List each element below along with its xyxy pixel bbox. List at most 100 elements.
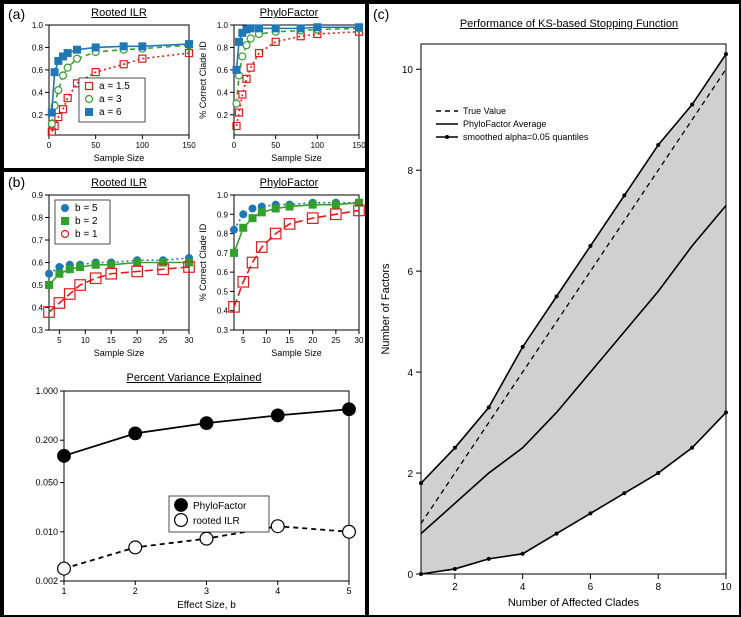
svg-text:4: 4 [520,582,526,593]
chart-b-top-right: 5 10 15 20 25 30 0.3 0.4 0.5 0.6 0.7 0.8 0.9 1.0 Sampl… [199,190,369,365]
svg-text:2: 2 [133,586,138,596]
svg-text:5: 5 [346,586,351,596]
svg-text:3: 3 [204,586,209,596]
svg-text:0.002: 0.002 [35,576,58,586]
panel-c-title: Performance of KS-based Stopping Functio… [429,18,709,30]
svg-text:0.010: 0.010 [35,527,58,537]
svg-text:0.6: 0.6 [32,259,44,268]
svg-text:0.4: 0.4 [32,304,44,313]
svg-text:1.0: 1.0 [32,21,44,30]
svg-text:10: 10 [402,65,414,76]
svg-text:0.2: 0.2 [217,111,229,120]
svg-text:20: 20 [133,336,142,345]
svg-text:rooted ILR: rooted ILR [193,516,240,527]
svg-text:0.4: 0.4 [217,88,229,97]
panel-a-left-title: Rooted ILR [59,7,179,19]
panel-c-label: (c) [373,6,389,22]
svg-text:5: 5 [241,336,246,345]
svg-text:25: 25 [331,336,340,345]
svg-text:PhyloFactor Average: PhyloFactor Average [463,119,546,129]
svg-text:Effect Size, b: Effect Size, b [177,600,236,611]
svg-text:0.200: 0.200 [35,435,58,445]
figure-container: (a) Rooted ILR PhyloFactor 0501001500.20… [0,0,741,617]
svg-text:10: 10 [81,336,90,345]
svg-text:1: 1 [61,586,66,596]
svg-text:0.9: 0.9 [217,210,229,219]
panel-c: (c) Performance of KS-based Stopping Fun… [367,2,741,617]
svg-text:100: 100 [136,141,150,150]
chart-a-left: 0501001500.20.40.60.81.0Sample Sizea = 1… [19,20,199,170]
svg-text:Number of Affected Clades: Number of Affected Clades [508,597,640,609]
svg-text:Sample Size: Sample Size [271,153,322,163]
svg-text:0.2: 0.2 [32,111,44,120]
svg-text:0.9: 0.9 [32,191,44,200]
svg-text:0: 0 [47,141,52,150]
svg-text:a = 1.5: a = 1.5 [99,81,130,92]
svg-text:4: 4 [407,368,413,379]
panel-a: (a) Rooted ILR PhyloFactor 0501001500.20… [2,2,367,170]
svg-text:b = 2: b = 2 [75,216,98,227]
svg-text:b = 1: b = 1 [75,229,98,240]
svg-text:0.3: 0.3 [217,326,229,335]
svg-text:PhyloFactor: PhyloFactor [193,501,247,512]
svg-text:20: 20 [308,336,317,345]
svg-text:10: 10 [262,336,271,345]
svg-text:5: 5 [57,336,62,345]
panel-b-label: (b) [8,174,25,190]
svg-text:50: 50 [271,141,280,150]
svg-text:0.7: 0.7 [217,249,229,258]
panel-a-right-title: PhyloFactor [229,7,349,19]
svg-text:2: 2 [407,469,413,480]
svg-text:0.6: 0.6 [32,66,44,75]
svg-text:0.5: 0.5 [32,281,44,290]
svg-text:Sample Size: Sample Size [271,348,322,358]
svg-text:4: 4 [275,586,280,596]
svg-text:0.7: 0.7 [32,236,44,245]
svg-text:50: 50 [91,141,100,150]
svg-text:8: 8 [655,582,661,593]
svg-text:0.5: 0.5 [217,287,229,296]
svg-text:0.4: 0.4 [32,88,44,97]
chart-a-right: 0501001500.20.40.60.81.0Sample Size% Cor… [199,20,369,170]
svg-text:a = 6: a = 6 [99,107,122,118]
svg-text:6: 6 [588,582,594,593]
svg-text:% Correct Clade ID: % Correct Clade ID [199,41,208,119]
svg-text:True Value: True Value [463,106,506,116]
svg-text:Sample Size: Sample Size [94,153,145,163]
panel-b-tr-title: PhyloFactor [229,177,349,189]
svg-text:b = 5: b = 5 [75,203,98,214]
svg-text:0.8: 0.8 [32,214,44,223]
svg-text:0.8: 0.8 [217,43,229,52]
svg-text:0.4: 0.4 [217,307,229,316]
svg-text:6: 6 [407,267,413,278]
svg-text:% Correct Clade ID: % Correct Clade ID [199,223,208,301]
svg-text:1.000: 1.000 [35,386,58,396]
svg-text:0.6: 0.6 [217,66,229,75]
svg-text:30: 30 [185,336,194,345]
svg-text:0.050: 0.050 [35,478,58,488]
svg-text:0.8: 0.8 [217,230,229,239]
svg-text:15: 15 [285,336,294,345]
svg-text:1.0: 1.0 [217,191,229,200]
svg-text:30: 30 [355,336,364,345]
chart-c: 2 4 6 8 10 0 2 4 6 8 10 Number of Affected Clades Nu… [371,34,741,614]
chart-b-top-left: 510152025300.30.40.50.60.70.80.9Sample S… [19,190,199,365]
svg-text:10: 10 [720,582,732,593]
svg-text:25: 25 [159,336,168,345]
svg-text:1.0: 1.0 [217,21,229,30]
svg-text:a = 3: a = 3 [99,94,122,105]
svg-text:Sample Size: Sample Size [94,348,145,358]
svg-text:0: 0 [407,570,413,581]
svg-text:2: 2 [452,582,458,593]
svg-text:0.3: 0.3 [32,326,44,335]
panel-b: (b) Rooted ILR PhyloFactor 510152025300.… [2,170,367,617]
svg-text:smoothed alpha=0.05 quantiles: smoothed alpha=0.05 quantiles [463,132,589,142]
svg-text:100: 100 [311,141,325,150]
svg-text:150: 150 [182,141,196,150]
svg-text:150: 150 [352,141,366,150]
svg-text:0.6: 0.6 [217,268,229,277]
svg-text:8: 8 [407,166,413,177]
svg-text:Number of Factors: Number of Factors [380,263,392,355]
panel-b-tl-title: Rooted ILR [59,177,179,189]
chart-b-bottom: 1 2 3 4 5 0.002 0.010 0.050 0.200 1.000 Effect Siz… [19,386,359,616]
